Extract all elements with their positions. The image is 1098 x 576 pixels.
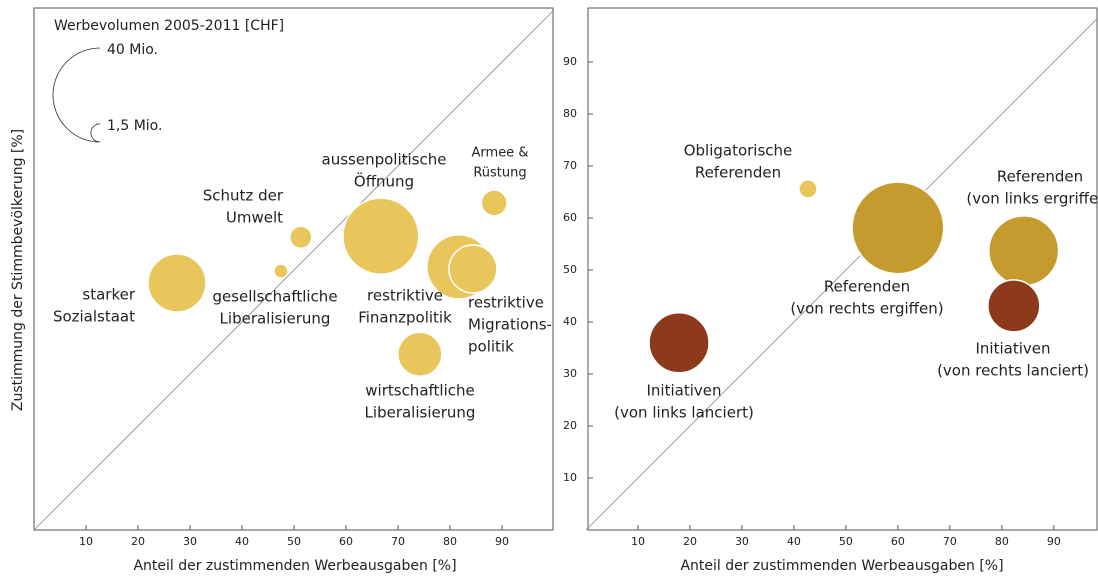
bubble-label: Liberalisierung: [365, 404, 476, 422]
bubble-label: Rüstung: [473, 166, 526, 181]
bubble: [987, 279, 1041, 333]
bubble-label: Liberalisierung: [220, 310, 331, 328]
y-tick-label: 70: [563, 159, 577, 172]
y-tick-label: 10: [563, 471, 577, 484]
y-tick-label: 40: [563, 315, 577, 328]
bubble-label: (von links lanciert): [614, 404, 754, 422]
bubble-label: Finanzpolitik: [358, 309, 452, 327]
x-axis-label: Anteil der zustimmenden Werbeausgaben [%…: [133, 558, 456, 574]
y-tick-label: 50: [563, 263, 577, 276]
bubble-label: Referenden: [695, 164, 781, 182]
x-tick-label: 70: [391, 535, 405, 548]
legend-arc: [90, 123, 101, 143]
x-tick-label: 50: [839, 535, 853, 548]
bubble: [648, 312, 710, 374]
legend-label: 40 Mio.: [107, 42, 158, 58]
bubble: [397, 331, 443, 378]
x-tick-label: 50: [287, 535, 301, 548]
x-tick-label: 20: [683, 535, 697, 548]
diagonal: [33, 9, 555, 531]
y-axis-label: Zustimmung der Stimmbevölkerung [%]: [10, 129, 26, 411]
legend-label: 1,5 Mio.: [107, 118, 162, 134]
bubble-label: (von rechts lanciert): [937, 362, 1089, 380]
x-tick-label: 90: [495, 535, 509, 548]
bubble-label: politik: [468, 338, 514, 356]
bubble-label: Initiativen: [976, 340, 1051, 358]
x-tick-label: 60: [891, 535, 905, 548]
bubble-label: starker: [82, 286, 135, 304]
bubble-label: Referenden: [997, 168, 1083, 186]
bubble-label: Migrations-: [468, 316, 552, 334]
diagonal: [585, 18, 1098, 531]
bubble-label: Obligatorische: [684, 142, 793, 160]
bubble-label: Armee &: [472, 146, 529, 161]
x-tick-label: 90: [1047, 535, 1061, 548]
y-tick-label: 30: [563, 367, 577, 380]
y-tick-label: 90: [563, 55, 577, 68]
bubble-label: Umwelt: [226, 209, 283, 227]
legend-arc: [52, 47, 101, 143]
bubble: [273, 263, 289, 279]
y-tick-label: 80: [563, 107, 577, 120]
bubble: [988, 215, 1060, 287]
bubble-label: restriktive: [468, 294, 544, 312]
bubble: [147, 253, 207, 313]
bubble-label: wirtschaftliche: [365, 382, 474, 400]
legend-title: Werbevolumen 2005-2011 [CHF]: [54, 18, 284, 34]
bubble-label: restriktive: [367, 287, 443, 305]
x-tick-label: 10: [631, 535, 645, 548]
x-axis-label: Anteil der zustimmenden Werbeausgaben [%…: [680, 558, 1003, 574]
y-tick-label: 60: [563, 211, 577, 224]
bubble: [798, 179, 818, 199]
right-frame: [587, 7, 1098, 531]
bubble: [288, 225, 313, 250]
x-tick-label: 20: [131, 535, 145, 548]
x-tick-label: 80: [443, 535, 457, 548]
x-tick-label: 70: [943, 535, 957, 548]
bubble-label: Sozialstaat: [53, 308, 135, 326]
bubble-label: Schutz der: [203, 187, 284, 205]
bubble: [480, 189, 508, 217]
x-tick-label: 40: [235, 535, 249, 548]
bubble-label: (von rechts ergiffen): [790, 300, 943, 318]
bubble-label: Öffnung: [354, 172, 414, 191]
y-tick-label: 20: [563, 419, 577, 432]
bubble: [851, 181, 945, 275]
bubble: [342, 197, 420, 275]
x-tick-label: 30: [183, 535, 197, 548]
x-tick-label: 30: [735, 535, 749, 548]
x-tick-label: 10: [79, 535, 93, 548]
bubble-label: gesellschaftliche: [212, 288, 337, 306]
x-tick-label: 80: [995, 535, 1009, 548]
bubble-label: aussenpolitische: [322, 151, 447, 169]
bubble-label: Initiativen: [647, 382, 722, 400]
bubble-label: Referenden: [824, 278, 910, 296]
bubble: [448, 244, 498, 294]
bubble-label: (von links ergriffen): [966, 190, 1098, 208]
x-tick-label: 40: [787, 535, 801, 548]
x-tick-label: 60: [339, 535, 353, 548]
